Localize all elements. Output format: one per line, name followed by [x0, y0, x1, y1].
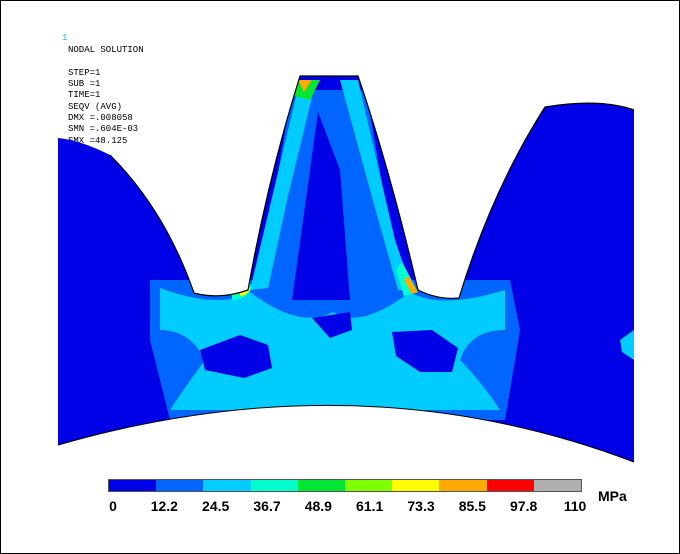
color-legend-bar: [108, 479, 582, 492]
legend-tick-label: 0: [109, 498, 117, 514]
tooth-core-lower: [312, 312, 352, 338]
legend-swatch-2: [203, 480, 251, 491]
legend-tick-label: 85.5: [458, 498, 486, 514]
legend-tick-label: 97.8: [510, 498, 538, 514]
legend-swatch-4: [297, 480, 346, 491]
step-label: STEP=1: [68, 68, 101, 78]
edge-spot-right: [620, 330, 634, 360]
legend-swatch-9: [533, 480, 582, 491]
legend-swatch-5: [345, 480, 393, 491]
tooth-band-2-left: [250, 80, 316, 290]
legend-tick-label: 61.1: [356, 498, 384, 514]
result-title: NODAL SOLUTION: [68, 45, 144, 55]
contour-band-2: [160, 288, 505, 410]
tooth-core: [292, 112, 350, 300]
root-concentration-right-peak: [404, 276, 418, 294]
seqv-label: SEQV (AVG): [68, 102, 123, 112]
gear-outline: [109, 75, 635, 299]
smx-label: SMX =48.125: [68, 136, 128, 146]
legend-tick-label: 48.9: [304, 498, 332, 514]
dmx-label: DMX =.008058: [68, 113, 133, 123]
legend-swatch-7: [439, 480, 487, 491]
legend-tick-label: 73.3: [407, 498, 435, 514]
legend-swatch-6: [392, 480, 440, 491]
substep-label: SUB =1: [68, 79, 101, 89]
tooth-band-2-right: [340, 80, 412, 290]
legend-swatch-3: [250, 480, 298, 491]
window-index: 1: [62, 33, 68, 43]
web-hole-left: [200, 335, 272, 378]
legend-tick-label: 24.5: [202, 498, 230, 514]
legend-swatch-0: [109, 480, 157, 491]
rim-outline: [57, 404, 635, 463]
legend-tick-label: 12.2: [150, 498, 178, 514]
legend-unit: MPa: [598, 488, 627, 504]
smn-label: SMN =.604E-03: [68, 124, 139, 134]
time-label: TIME=1: [68, 90, 101, 100]
legend-swatch-1: [156, 480, 204, 491]
legend-tick-label: 110: [563, 498, 587, 514]
web-hole-right: [392, 330, 458, 372]
tip-contact-peak: [298, 80, 312, 92]
legend-swatch-8: [486, 480, 534, 491]
legend-tick-label: 36.7: [253, 498, 281, 514]
